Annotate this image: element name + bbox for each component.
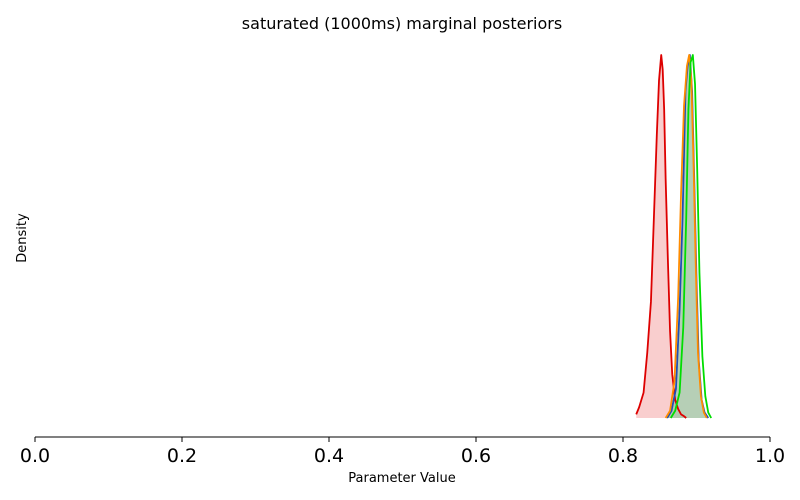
x-axis: 0.0 0.2 0.4 0.6 0.8 1.0 <box>20 437 785 467</box>
x-tick-label: 1.0 <box>755 445 785 467</box>
x-tick-label: 0.6 <box>461 445 491 467</box>
x-tick-label: 0.0 <box>20 445 50 467</box>
density-line-3 <box>664 54 708 419</box>
density-line-1 <box>635 54 687 419</box>
x-axis-label: Parameter Value <box>348 471 455 486</box>
x-tick-label: 0.4 <box>314 445 344 467</box>
x-tick-label: 0.8 <box>608 445 638 467</box>
y-axis-label: Density <box>15 213 30 263</box>
chart-title: saturated (1000ms) marginal posteriors <box>242 14 562 33</box>
density-line-4 <box>670 54 712 419</box>
x-tick-label: 0.2 <box>167 445 197 467</box>
plot-area <box>635 54 712 419</box>
density-fill-1 <box>636 55 687 418</box>
density-fill-2 <box>667 55 709 418</box>
